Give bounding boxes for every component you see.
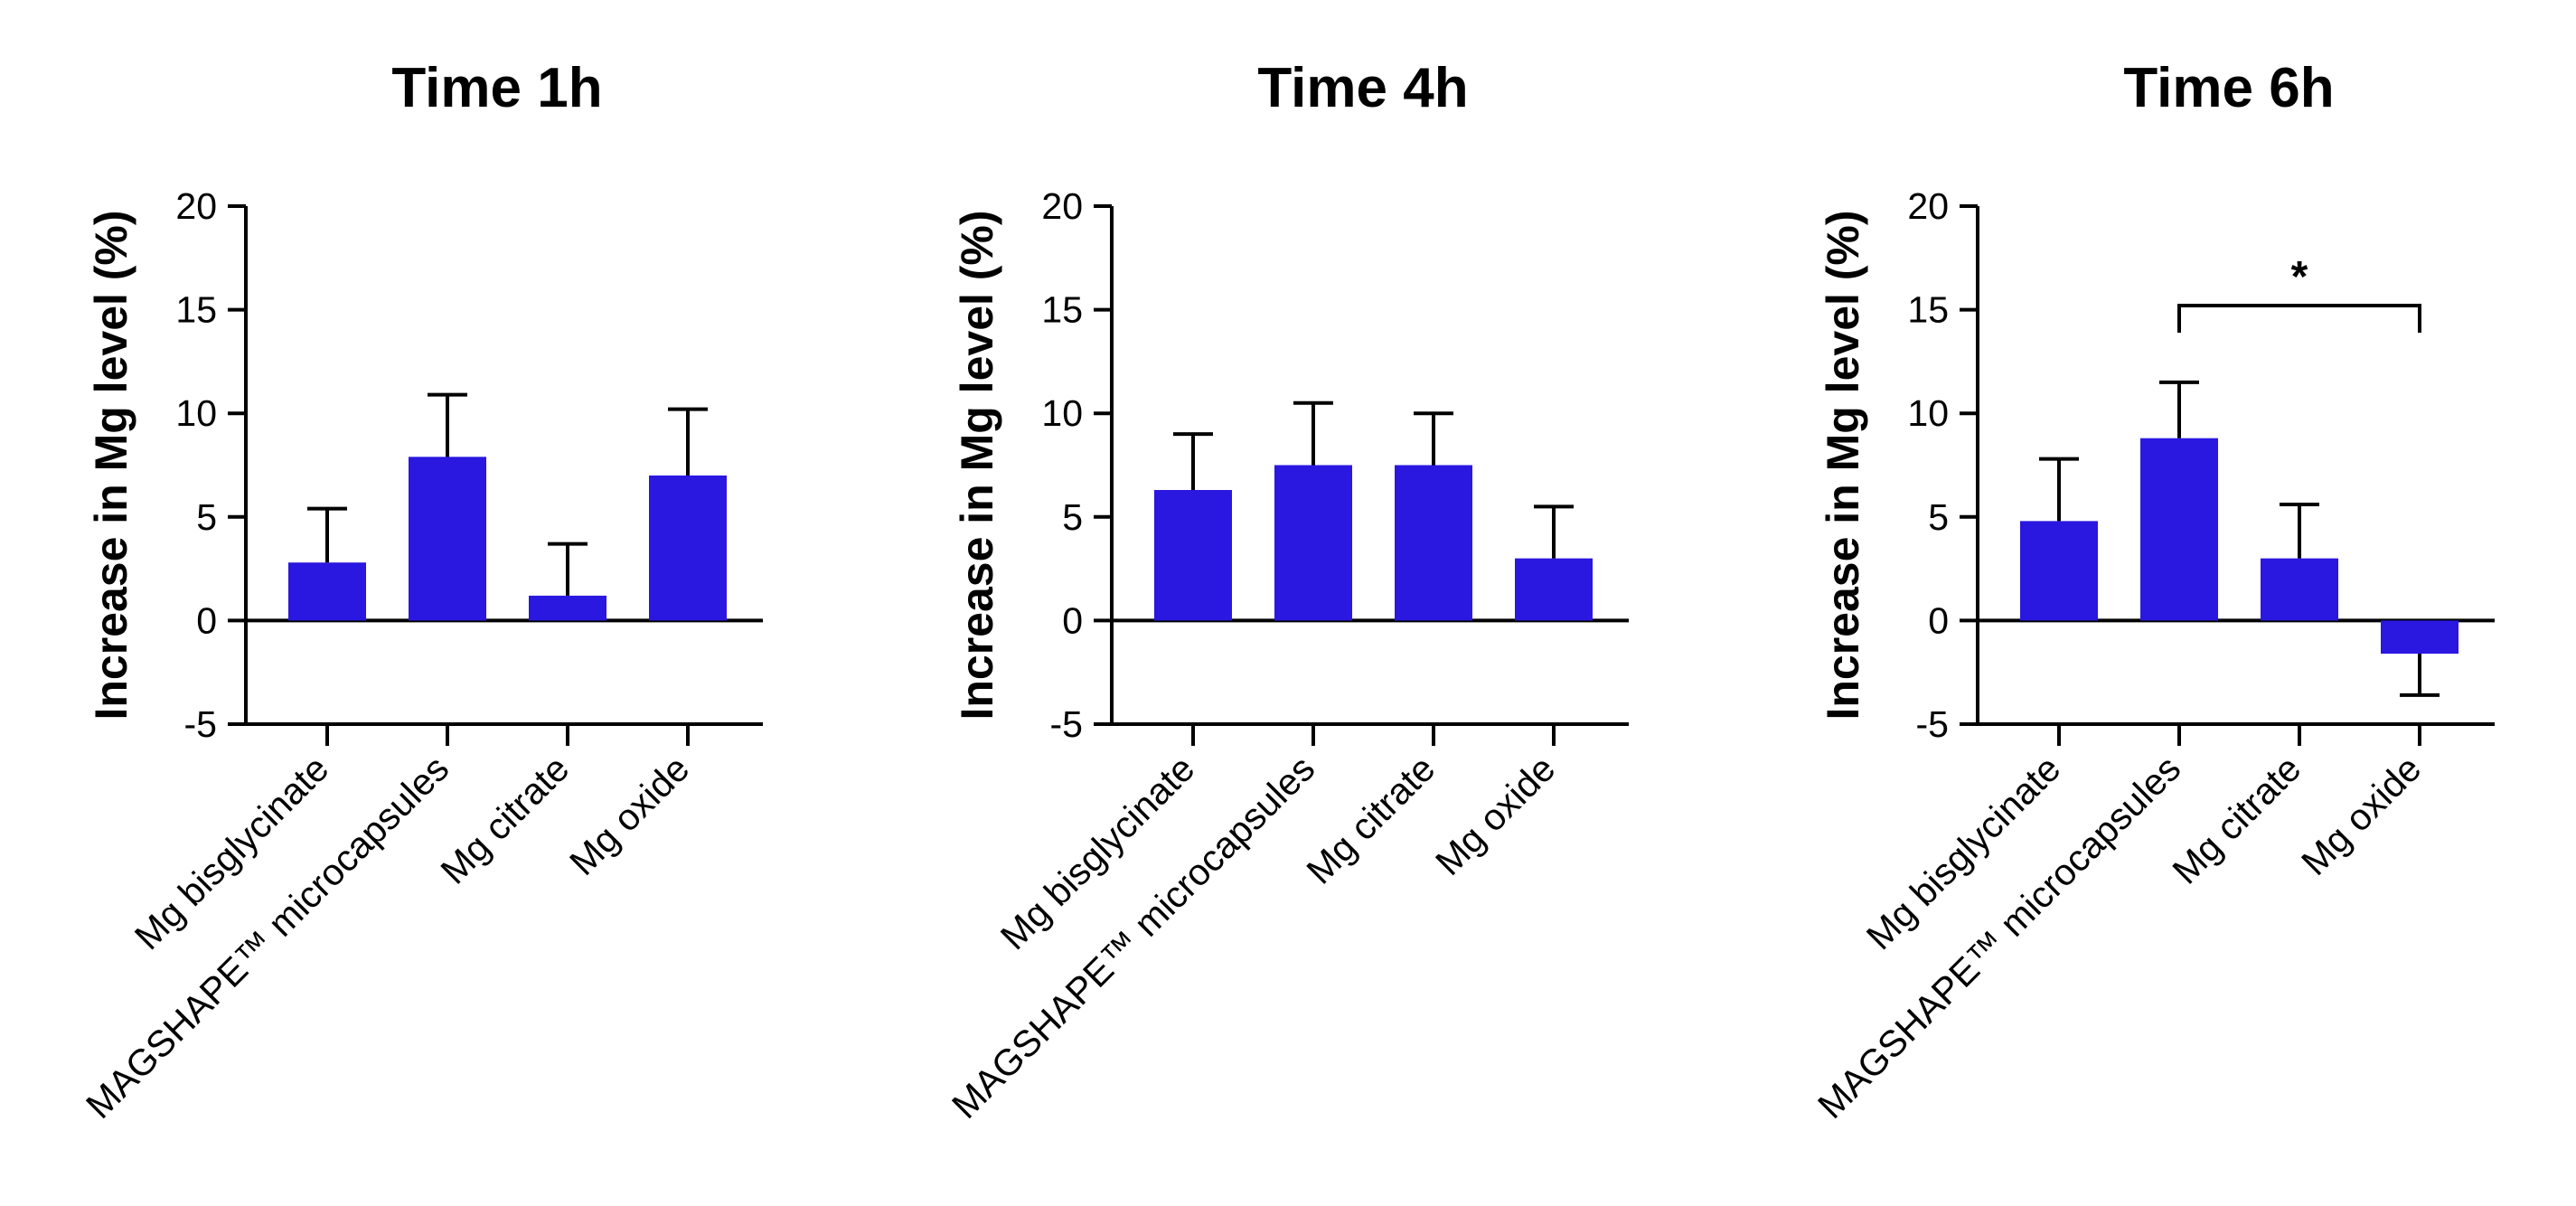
y-axis-label: Increase in Mg level (%): [1818, 210, 1868, 720]
bar-3: [1395, 465, 1472, 621]
bar-1: [1154, 490, 1232, 621]
y-tick-label: 0: [1062, 599, 1083, 641]
bar-2: [409, 457, 486, 621]
y-tick-label: 15: [1041, 289, 1083, 331]
y-tick-label: 10: [175, 392, 217, 434]
y-tick-label: -5: [1916, 703, 1949, 745]
bar-1: [2020, 521, 2098, 621]
y-tick-label: 20: [175, 185, 217, 227]
bar-4: [649, 475, 727, 621]
bar-2: [1274, 465, 1352, 621]
y-tick-label: 15: [1907, 289, 1949, 331]
category-label: Mg citrate: [433, 748, 578, 892]
y-tick-label: 5: [1928, 496, 1949, 538]
bar-2: [2140, 438, 2218, 621]
chart-title: Time 6h: [2123, 57, 2334, 119]
category-label: Mg oxide: [561, 748, 697, 883]
category-label: Mg citrate: [1299, 748, 1443, 892]
y-tick-label: 0: [196, 599, 217, 641]
significance-bracket: [2177, 304, 2421, 334]
y-tick-label: 5: [1062, 496, 1083, 538]
chart-title: Time 4h: [1257, 57, 1468, 119]
y-tick-label: 0: [1928, 599, 1949, 641]
bar-1: [288, 562, 366, 621]
category-label: Mg oxide: [1427, 748, 1563, 883]
chart-panel-1: Time 1h Increase in Mg level (%) -5 0 5 10 15 2…: [78, 57, 763, 1126]
y-axis-label: Increase in Mg level (%): [952, 210, 1002, 720]
bar-4: [2381, 620, 2458, 655]
chart-panel-3: Time 6h Increase in Mg level (%) -5 0 5 10 15 2…: [1810, 57, 2495, 1126]
y-axis-label: Increase in Mg level (%): [86, 210, 136, 720]
y-tick-label: 10: [1907, 392, 1949, 434]
y-tick-label: 15: [175, 289, 217, 331]
significance-label: *: [2291, 253, 2308, 301]
y-tick-label: -5: [1050, 703, 1083, 745]
y-tick-label: 5: [196, 496, 217, 538]
chart-title: Time 1h: [391, 57, 602, 119]
bar-3: [2261, 558, 2338, 621]
y-tick-label: 20: [1907, 185, 1949, 227]
bar-3: [529, 595, 606, 621]
y-tick-label: -5: [184, 703, 217, 745]
chart-panel-2: Time 4h Increase in Mg level (%) -5 0 5 10 15 2…: [944, 57, 1629, 1126]
category-label: Mg citrate: [2165, 748, 2309, 892]
bar-4: [1515, 558, 1593, 621]
y-tick-label: 20: [1041, 185, 1083, 227]
y-tick-label: 10: [1041, 392, 1083, 434]
category-label: Mg oxide: [2293, 748, 2429, 883]
